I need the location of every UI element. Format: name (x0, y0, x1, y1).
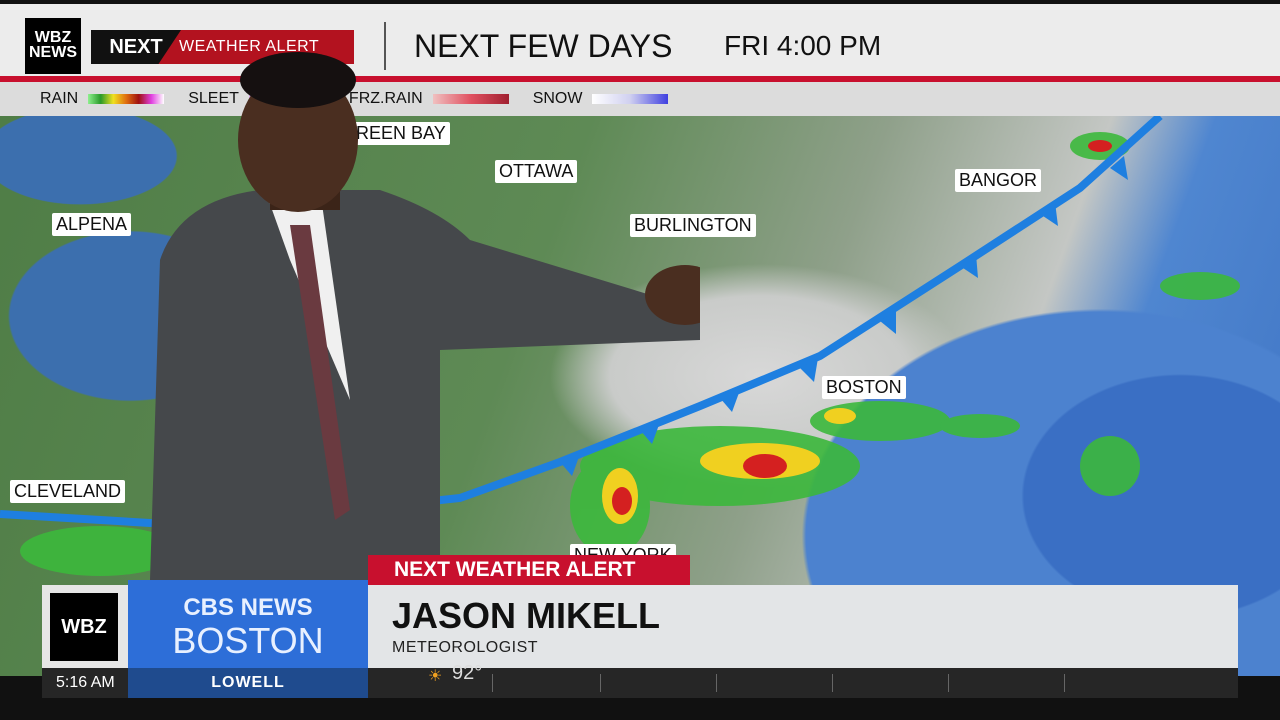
heavy-rain (612, 140, 1112, 515)
city-label-boston: BOSTON (822, 376, 906, 399)
presenter (150, 52, 700, 580)
alert-label: WEATHER ALERT (179, 38, 320, 55)
ticker-separator (716, 674, 717, 692)
header-bar: WBZ NEWS NEXT WEATHER ALERT NEXT FEW DAY… (0, 4, 1280, 76)
ticker-separator (492, 674, 493, 692)
wbz-news-logo: WBZ NEWS (25, 18, 81, 74)
wbz-logo-box: WBZ (42, 585, 128, 668)
legend-rain-label: RAIN (40, 90, 79, 107)
ticker-time: 5:16 AM (56, 674, 115, 691)
ticker-separator (832, 674, 833, 692)
rain-color-scale (88, 94, 165, 104)
forecast-time: FRI 4:00 PM (724, 30, 882, 61)
next-brand: NEXT (91, 30, 181, 64)
presenter-name: JASON MIKELL (392, 595, 661, 636)
city-label-alpena: ALPENA (52, 213, 132, 236)
city-label-bangor: BANGOR (955, 169, 1042, 192)
weather-ticker: 5:16 AM LOWELL ☀ 92° (42, 662, 1238, 698)
city-label-cleveland: CLEVELAND (10, 480, 126, 503)
network-city: BOSTON (172, 620, 324, 661)
cbs-news-boston-logo: CBS NEWS BOSTON (128, 580, 368, 668)
legend-freezing-rain-label: FRZ.RAIN (348, 90, 423, 107)
divider (384, 22, 386, 70)
wbz-logo: WBZ (50, 593, 118, 661)
legend-sleet-label: SLEET (188, 90, 239, 107)
lower-third-alert-banner: NEXT WEATHER ALERT (368, 555, 690, 585)
ticker-separator (1064, 674, 1065, 692)
network-name: CBS NEWS (183, 594, 313, 621)
sun-icon: ☀ (428, 668, 443, 685)
presenter-nameplate: JASON MIKELL METEOROLOGIST (368, 585, 1238, 668)
page-title: NEXT FEW DAYS (414, 28, 673, 64)
ticker-location: LOWELL (128, 668, 368, 698)
cold-front-triangles (560, 156, 1128, 476)
header-accent-line (0, 76, 1280, 82)
ticker-separator (600, 674, 601, 692)
city-label-ottawa: OTTAWA (495, 160, 578, 183)
ticker-temperature: 92° (452, 662, 483, 684)
legend-snow-label: SNOW (532, 90, 583, 107)
city-label-green-bay: GREEN BAY (338, 122, 450, 145)
freezing-rain-color-scale (432, 94, 509, 104)
city-label-burlington: BURLINGTON (630, 214, 756, 237)
ticker-separator (948, 674, 949, 692)
presenter-role: METEOROLOGIST (392, 639, 539, 656)
snow-color-scale (592, 94, 669, 104)
precip-legend: RAIN SLEET FRZ.RAIN SNOW (0, 82, 1280, 116)
